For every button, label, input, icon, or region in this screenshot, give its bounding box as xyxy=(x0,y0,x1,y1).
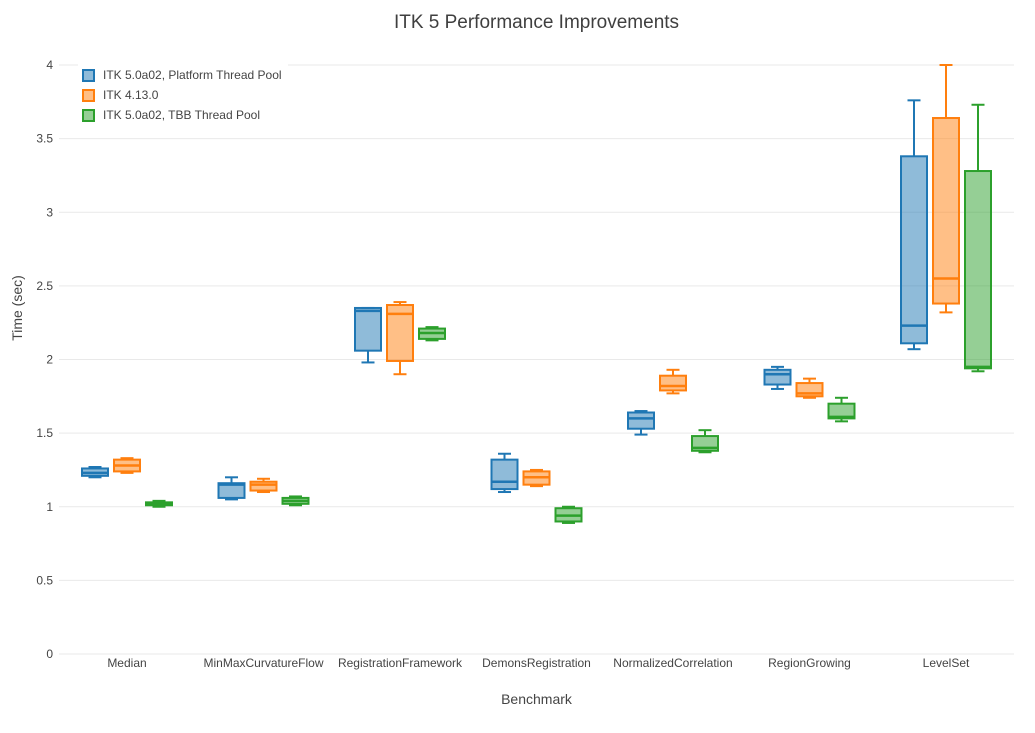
x-category-label: MinMaxCurvatureFlow xyxy=(203,656,323,670)
legend-item: ITK 5.0a02, Platform Thread Pool xyxy=(82,65,282,85)
legend-item: ITK 4.13.0 xyxy=(82,85,282,105)
x-category-label: DemonsRegistration xyxy=(482,656,591,670)
box xyxy=(964,170,992,370)
x-category-label: LevelSet xyxy=(923,656,970,670)
box xyxy=(249,480,278,492)
x-axis-title: Benchmark xyxy=(501,691,572,707)
legend-swatch-icon xyxy=(82,88,95,102)
y-tick-label: 2.5 xyxy=(36,279,53,293)
box xyxy=(627,411,655,430)
y-tick-label: 3 xyxy=(46,205,53,219)
legend-swatch-icon xyxy=(82,108,95,122)
y-tick-label: 3.5 xyxy=(36,132,53,146)
legend-swatch-icon xyxy=(82,68,95,82)
y-tick-label: 2 xyxy=(46,353,53,367)
box xyxy=(354,306,382,352)
legend-label: ITK 5.0a02, Platform Thread Pool xyxy=(103,68,282,82)
box xyxy=(827,402,856,420)
x-category-label: Median xyxy=(107,656,146,670)
y-tick-label: 1.5 xyxy=(36,426,53,440)
box xyxy=(900,155,928,345)
box xyxy=(490,458,519,491)
y-tick-label: 1 xyxy=(46,500,53,514)
box xyxy=(659,374,687,392)
chart-title: ITK 5 Performance Improvements xyxy=(393,12,680,33)
legend-label: ITK 4.13.0 xyxy=(103,88,159,102)
x-category-label: RegionGrowing xyxy=(768,656,851,670)
box xyxy=(932,117,960,305)
y-tick-label: 0 xyxy=(46,647,53,661)
x-category-label: RegistrationFramework xyxy=(338,656,463,670)
y-tick-label: 0.5 xyxy=(36,573,53,587)
y-tick-label: 4 xyxy=(46,58,53,72)
legend-label: ITK 5.0a02, TBB Thread Pool xyxy=(103,108,260,122)
legend: ITK 5.0a02, Platform Thread Pool ITK 4.1… xyxy=(78,63,288,127)
box xyxy=(763,368,792,386)
legend-item: ITK 5.0a02, TBB Thread Pool xyxy=(82,105,282,125)
box xyxy=(217,482,246,499)
x-category-label: NormalizedCorrelation xyxy=(613,656,732,670)
y-axis-title: Time (sec) xyxy=(9,275,25,341)
